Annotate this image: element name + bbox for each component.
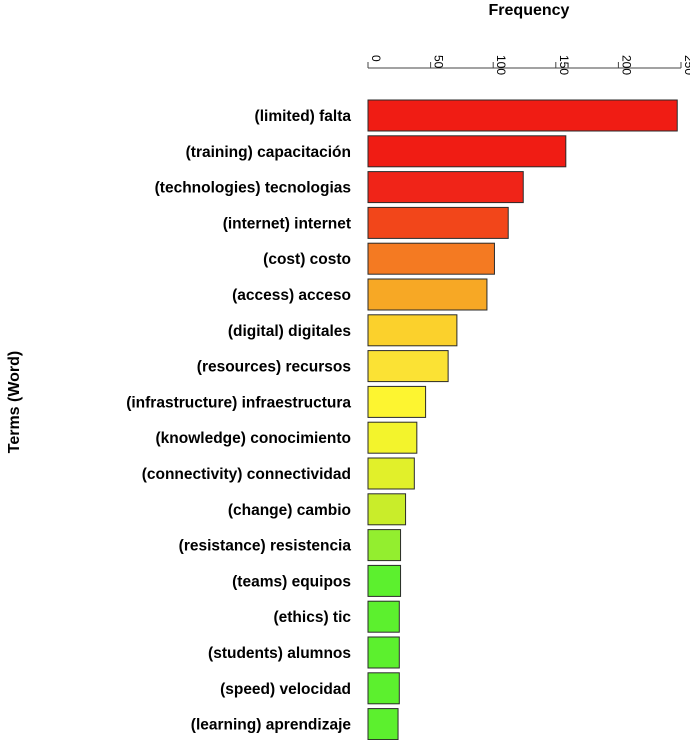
category-label: (resources) recursos [197,359,351,376]
x-tick-label: 200 [619,55,633,75]
x-axis-title: Frequency [489,2,570,19]
category-label: (ethics) tic [273,609,351,626]
category-label: (speed) velocidad [220,681,351,698]
bar [367,600,400,633]
bar [367,350,449,383]
category-label: (change) cambio [228,502,351,519]
category-label: (resistance) resistencia [179,538,352,555]
bar [367,672,400,705]
category-label: (learning) aprendizaje [191,717,352,734]
bar [367,636,400,669]
category-label: (internet) internet [223,215,351,232]
category-label: (access) acceso [232,287,351,304]
x-axis: 0 50 100 150 200 250 [367,55,690,75]
x-tick-label: 100 [494,55,508,75]
bar [367,278,488,311]
x-tick-label: 50 [432,55,446,69]
category-label: (digital) digitales [228,323,351,340]
y-axis-title: Terms (Word) [6,351,23,454]
x-tick-label: 0 [369,55,383,62]
bar [367,171,524,204]
category-label: (technologies) tecnologias [155,180,351,197]
category-label: (limited) falta [255,108,352,125]
category-label: (infrastructure) infraestructura [126,394,351,411]
bar [367,242,495,275]
bar [367,529,402,562]
bar [367,385,427,418]
bar [367,314,458,347]
bar [367,457,415,490]
bar [367,99,678,132]
x-tick-label: 150 [557,55,571,75]
bar [367,135,567,168]
bars [367,99,678,740]
category-label: (teams) equipos [232,573,351,590]
bar [367,564,402,597]
bar [367,421,418,454]
bar [367,708,399,740]
category-label: (connectivity) connectividad [142,466,351,483]
bar [367,206,509,239]
bar [367,493,407,526]
category-label: (cost) costo [263,251,351,268]
category-labels: (limited) falta (training) capacitación (t… [126,108,351,734]
x-tick-label: 250 [682,55,690,75]
category-label: (students) alumnos [208,645,351,662]
category-label: (training) capacitación [186,144,351,161]
category-label: (knowledge) conocimiento [156,430,351,447]
